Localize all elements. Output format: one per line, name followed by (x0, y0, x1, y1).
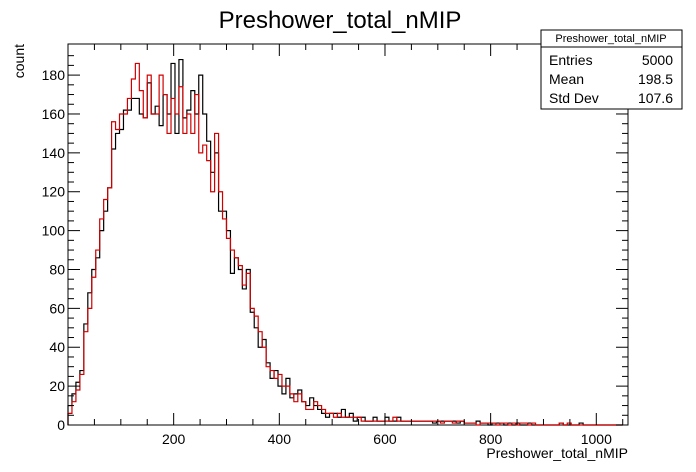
chart-title: Preshower_total_nMIP (219, 7, 462, 34)
histogram-series-0 (67, 58, 623, 426)
y-tick-label-80: 80 (49, 261, 65, 277)
y-tick-label-40: 40 (49, 339, 65, 355)
y-tick-label-0: 0 (57, 417, 65, 433)
plot-frame (67, 43, 629, 426)
stats-box-frame (540, 29, 683, 110)
y-axis: 0 20 40 60 80 100 120 140 160 180 (42, 55, 628, 433)
y-tick-label-140: 140 (42, 145, 66, 161)
stats-stddev-value: 107.6 (638, 90, 673, 106)
x-tick-label-600: 600 (373, 431, 397, 447)
stats-mean-label: Mean (549, 71, 584, 87)
y-tick-label-100: 100 (42, 223, 66, 239)
x-tick-label-200: 200 (162, 431, 186, 447)
y-tick-label-180: 180 (42, 67, 66, 83)
y-tick-label-60: 60 (49, 300, 65, 316)
y-tick-label-160: 160 (42, 106, 66, 122)
stats-box: Preshower_total_nMIP Entries 5000 Mean 1… (540, 29, 683, 110)
x-axis-title: Preshower_total_nMIP (486, 445, 628, 461)
x-tick-label-800: 800 (479, 431, 503, 447)
x-axis: 200 400 600 800 1000 (67, 44, 624, 447)
histogram-series-1 (67, 62, 623, 426)
stats-mean-value: 198.5 (638, 71, 673, 87)
stats-stddev-label: Std Dev (549, 90, 599, 106)
y-tick-label-120: 120 (42, 184, 66, 200)
x-tick-label-1000: 1000 (581, 431, 612, 447)
stats-entries-label: Entries (549, 52, 593, 68)
stats-entries-value: 5000 (642, 52, 673, 68)
y-tick-label-20: 20 (49, 378, 65, 394)
stats-box-title: Preshower_total_nMIP (555, 33, 666, 45)
y-axis-title: count (11, 44, 27, 78)
x-tick-label-400: 400 (268, 431, 292, 447)
series-layer (67, 58, 623, 426)
